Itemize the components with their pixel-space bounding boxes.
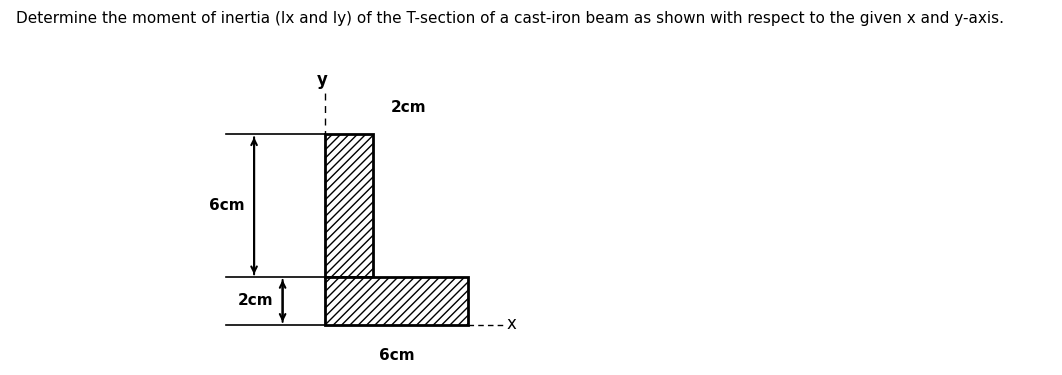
Bar xyxy=(325,277,468,325)
Text: 2cm: 2cm xyxy=(391,100,427,116)
Text: 6cm: 6cm xyxy=(379,348,414,363)
Text: 6cm: 6cm xyxy=(209,198,244,213)
Text: x: x xyxy=(507,315,516,333)
Text: Determine the moment of inertia (Ix and ly) of the T-section of a cast-iron beam: Determine the moment of inertia (Ix and … xyxy=(16,11,1004,26)
Text: y: y xyxy=(316,71,327,89)
Text: 2cm: 2cm xyxy=(238,293,273,308)
Bar xyxy=(325,135,373,277)
